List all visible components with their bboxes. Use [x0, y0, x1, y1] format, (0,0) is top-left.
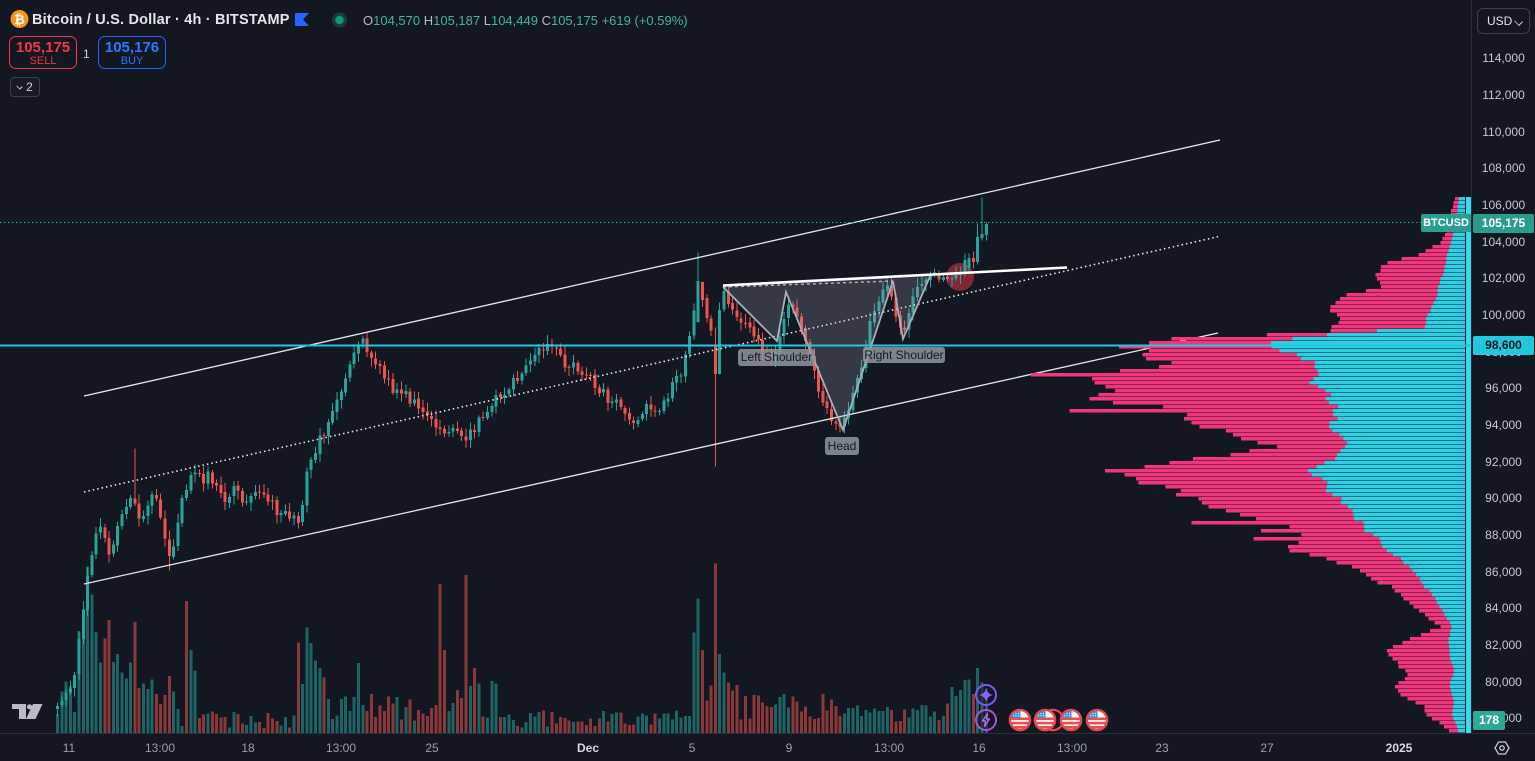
svg-text:₿: ₿ — [14, 12, 25, 27]
